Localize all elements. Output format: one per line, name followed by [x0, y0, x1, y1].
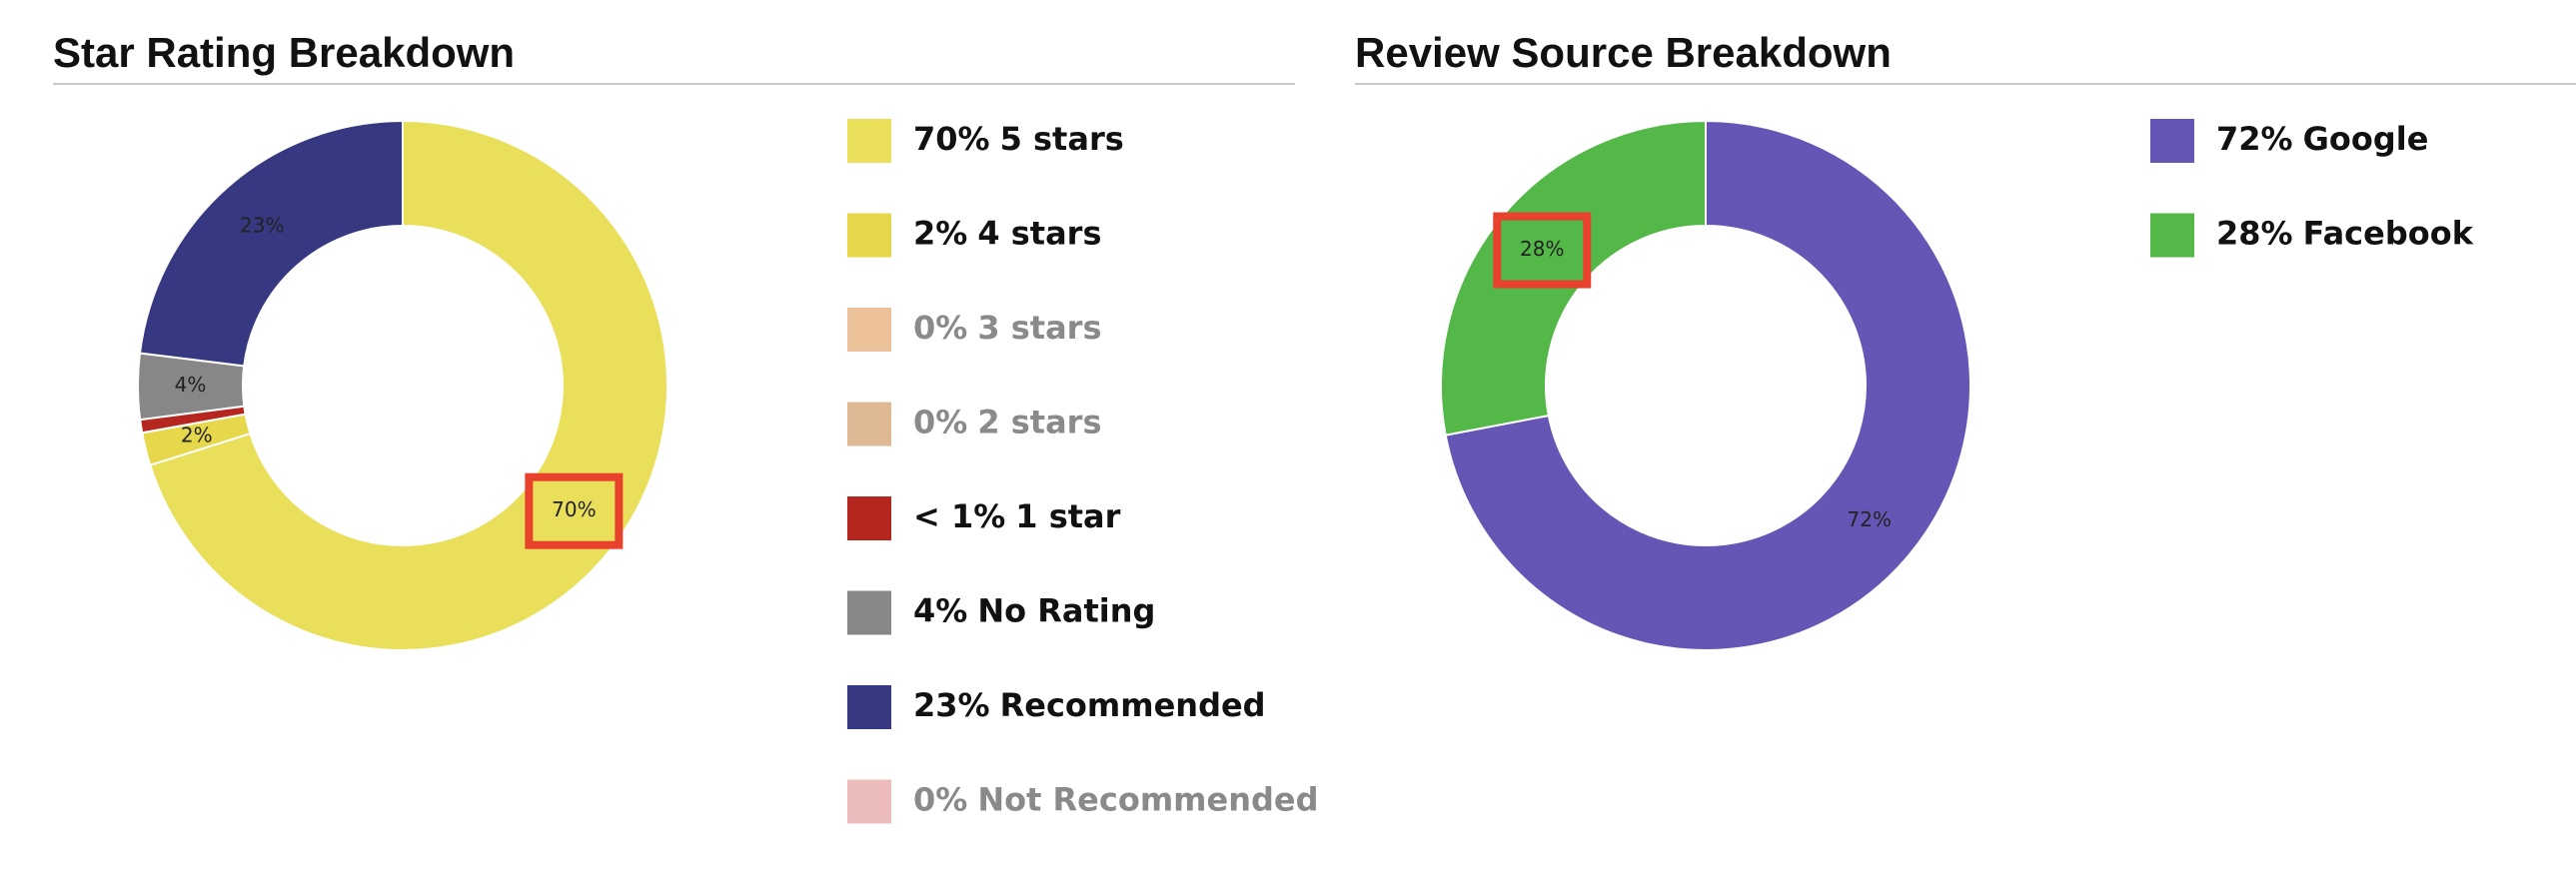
donut-slice — [149, 119, 668, 651]
legend-value: 0% — [913, 309, 967, 347]
legend-label: 72% Google — [2216, 120, 2428, 158]
legend-swatch — [2150, 213, 2194, 258]
legend-value: < 1% — [913, 497, 1005, 535]
legend-swatch — [847, 213, 891, 258]
legend-swatch — [847, 685, 891, 729]
legend-label: 0% 3 stars — [913, 309, 1102, 347]
legend-name: Recommended — [1000, 686, 1266, 724]
legend-value: 23% — [913, 686, 990, 724]
legend-label: 4% No Rating — [913, 592, 1155, 630]
slice-label: 72% — [1848, 507, 1892, 531]
legend-value: 70% — [913, 120, 990, 158]
chart-title: Star Rating Breakdown — [53, 29, 515, 76]
legend-label: 70% 5 stars — [913, 120, 1124, 158]
slice-label: 70% — [552, 497, 596, 521]
legend-swatch — [847, 402, 891, 446]
slice-label: 28% — [1520, 237, 1564, 261]
legend-value: 72% — [2216, 120, 2293, 158]
legend-label: 0% Not Recommended — [913, 781, 1319, 819]
slice-label: 4% — [175, 373, 207, 397]
legend-swatch — [847, 590, 891, 635]
slice-label: 2% — [181, 424, 213, 447]
legend-value: 2% — [913, 215, 967, 253]
donut-slice — [138, 119, 404, 368]
legend-name: Facebook — [2303, 215, 2474, 253]
highlight-box — [1493, 212, 1592, 289]
legend-name: No Rating — [977, 592, 1155, 630]
legend-label: 2% 4 stars — [913, 215, 1102, 253]
legend-name: 5 stars — [1000, 120, 1124, 158]
legend-swatch — [847, 119, 891, 163]
legend-label: 0% 2 stars — [913, 404, 1102, 442]
chart-title: Review Source Breakdown — [1355, 29, 1892, 76]
legend-name: 3 stars — [977, 309, 1101, 347]
legend-value: 0% — [913, 404, 967, 442]
legend-name: Google — [2303, 120, 2429, 158]
legend-value: 4% — [913, 592, 967, 630]
legend-value: 0% — [913, 781, 967, 819]
donut-slice — [1440, 119, 1707, 437]
legend-label: 23% Recommended — [913, 686, 1266, 724]
legend-swatch — [847, 308, 891, 352]
highlight-box — [525, 472, 624, 549]
legend-value: 28% — [2216, 215, 2293, 253]
legend-label: 28% Facebook — [2216, 215, 2474, 253]
legend-name: 1 star — [1015, 497, 1120, 535]
slice-label: 23% — [240, 213, 284, 237]
legend-name: Not Recommended — [977, 781, 1318, 819]
legend-swatch — [2150, 119, 2194, 163]
legend-swatch — [847, 496, 891, 540]
legend-label: < 1% 1 star — [913, 497, 1121, 535]
donut-slice — [1444, 119, 1971, 651]
legend-swatch — [847, 779, 891, 824]
legend-name: 2 stars — [977, 404, 1101, 442]
legend-name: 4 stars — [977, 215, 1101, 253]
